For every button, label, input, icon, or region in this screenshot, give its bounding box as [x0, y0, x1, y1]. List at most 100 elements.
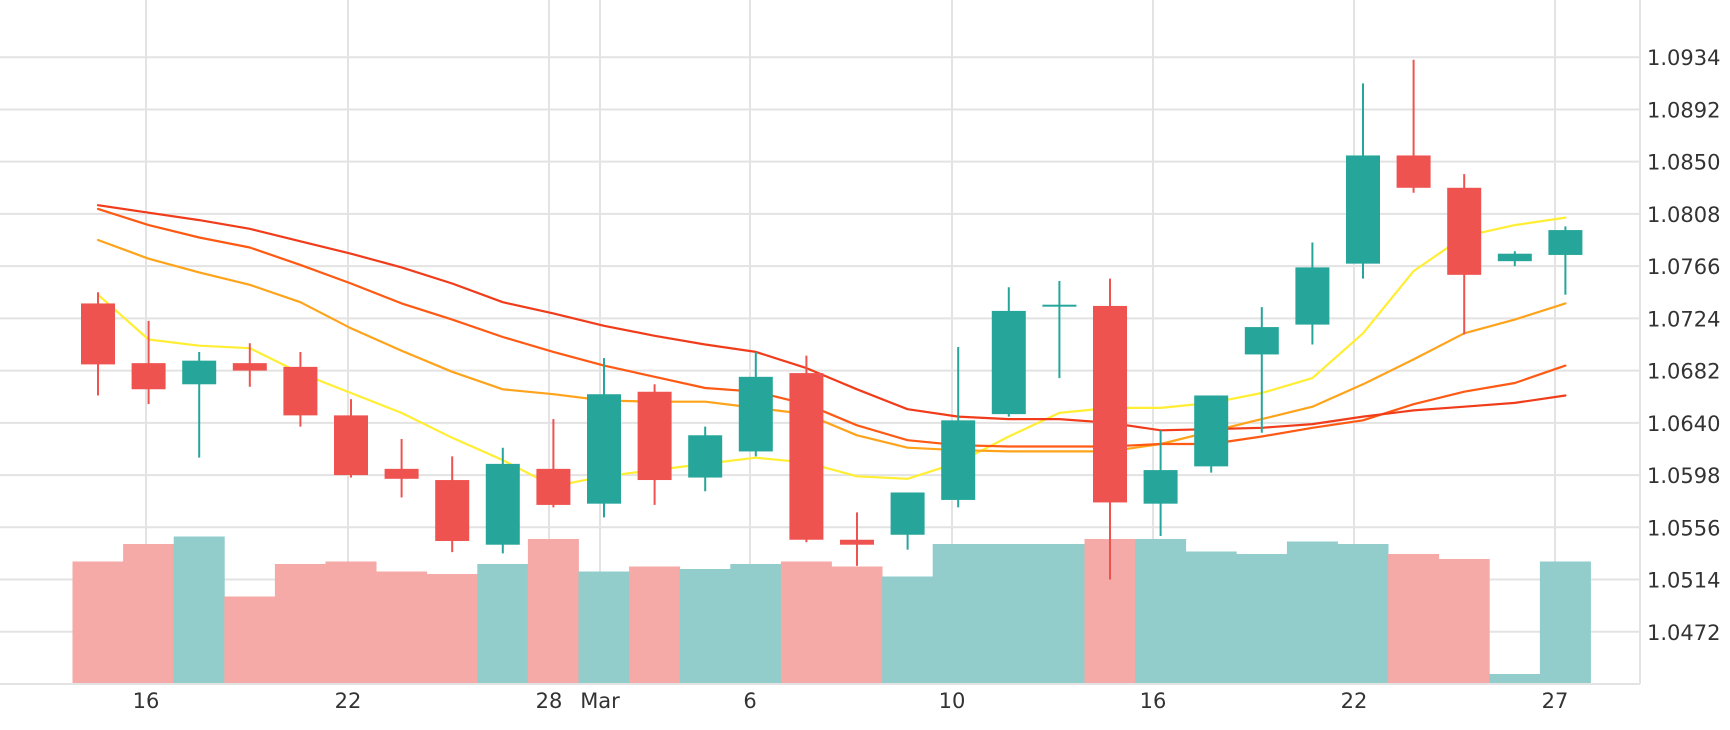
- candle: [232, 343, 267, 387]
- candle-body: [232, 363, 267, 371]
- x-tick-label: 22: [335, 689, 362, 713]
- candle-body: [637, 391, 672, 481]
- candle: [1093, 278, 1127, 580]
- candle: [840, 512, 874, 566]
- x-axis: 16 22 28 Mar 6 10 16 22 27: [0, 683, 1640, 713]
- candle: [941, 346, 976, 508]
- candle: [688, 426, 723, 492]
- volume-bar: [1286, 541, 1338, 684]
- y-tick-label: 1.0640: [1647, 412, 1720, 436]
- candle: [131, 320, 166, 405]
- candle: [789, 355, 824, 543]
- candle-body: [1295, 267, 1330, 325]
- candle: [283, 351, 318, 427]
- y-tick-label: 1.0850: [1647, 151, 1720, 175]
- candle: [1346, 83, 1380, 279]
- candle-body: [81, 303, 115, 365]
- x-tick-label: 16: [133, 689, 160, 713]
- y-tick-label: 1.0472: [1647, 621, 1720, 645]
- volume-bar: [1135, 539, 1187, 684]
- candle-body: [182, 360, 217, 385]
- volume-bar: [1388, 554, 1440, 684]
- moving-average-line: [96, 238, 1567, 453]
- volume-bar: [932, 544, 984, 684]
- candle: [1244, 307, 1279, 433]
- volume-bar: [1033, 544, 1085, 684]
- volume-bar: [325, 561, 377, 684]
- x-tick-label: 22: [1341, 689, 1368, 713]
- x-tick-label: 28: [536, 689, 563, 713]
- moving-average-line: [96, 204, 1567, 432]
- candle: [1396, 59, 1431, 193]
- candle-body: [840, 539, 874, 545]
- x-tick-label: 6: [743, 689, 756, 713]
- candle: [435, 456, 470, 553]
- candle: [738, 351, 773, 457]
- volume-bar: [1438, 559, 1490, 684]
- candle-body: [1143, 470, 1178, 504]
- moving-average-line: [96, 216, 1567, 488]
- candle-body: [536, 468, 571, 505]
- candle-body: [789, 373, 824, 540]
- volume-bars: [72, 536, 1591, 684]
- volume-bar: [629, 566, 681, 684]
- candle-body: [435, 480, 470, 541]
- candle-body: [1447, 187, 1482, 275]
- candle: [1143, 430, 1178, 537]
- candle-body: [1497, 253, 1532, 262]
- volume-bar: [679, 569, 731, 684]
- candle: [1194, 395, 1229, 473]
- volume-bar: [983, 544, 1035, 684]
- y-tick-label: 1.0598: [1647, 464, 1720, 488]
- y-tick-label: 1.0808: [1647, 203, 1720, 227]
- y-tick-label: 1.0682: [1647, 360, 1720, 384]
- candle-body: [485, 463, 520, 545]
- candle: [1295, 242, 1330, 345]
- y-axis: 1.0472 1.0514 1.0556 1.0598 1.0640 1.0682 1.07…: [1639, 0, 1720, 684]
- candle-body: [941, 420, 976, 500]
- candle-body: [131, 363, 166, 390]
- volume-bar: [831, 566, 883, 684]
- volume-bar: [426, 574, 478, 684]
- candle: [1447, 174, 1482, 335]
- volume-bar: [578, 571, 630, 684]
- volume-bar: [730, 564, 782, 684]
- x-tick-label: 16: [1140, 689, 1167, 713]
- volume-bar: [1337, 544, 1389, 684]
- candle-body: [283, 366, 318, 416]
- candle: [587, 358, 621, 518]
- volume-bar: [882, 576, 934, 684]
- volume-bar: [173, 536, 225, 684]
- y-tick-label: 1.0934: [1647, 46, 1720, 70]
- x-tick-label: 10: [939, 689, 966, 713]
- candle: [991, 287, 1026, 417]
- candle-body: [1548, 230, 1583, 255]
- candle-body: [1042, 304, 1077, 307]
- candle-body: [1244, 327, 1279, 355]
- candle-body: [587, 394, 621, 504]
- candle-body: [334, 415, 368, 476]
- volume-bar: [1236, 554, 1288, 684]
- y-tick-label: 1.0514: [1647, 569, 1720, 593]
- volume-bar: [1539, 561, 1591, 684]
- candle-body: [1093, 305, 1127, 503]
- candle-body: [1194, 395, 1229, 467]
- volume-bar: [477, 564, 529, 684]
- y-tick-label: 1.0724: [1647, 307, 1720, 331]
- candle-body: [991, 310, 1026, 415]
- x-tick-label: 27: [1542, 689, 1569, 713]
- volume-bar: [224, 596, 276, 684]
- candle-body: [890, 492, 925, 535]
- volume-bar: [527, 539, 579, 684]
- moving-average-line: [96, 207, 1567, 448]
- candle: [637, 384, 672, 505]
- candle: [536, 419, 571, 508]
- candle-body: [688, 435, 723, 478]
- volume-bar: [123, 544, 175, 684]
- volume-bar: [780, 561, 832, 684]
- candle-body: [1346, 155, 1380, 264]
- moving-average-lines: [96, 204, 1567, 488]
- candle: [890, 492, 925, 550]
- y-tick-label: 1.0556: [1647, 516, 1720, 540]
